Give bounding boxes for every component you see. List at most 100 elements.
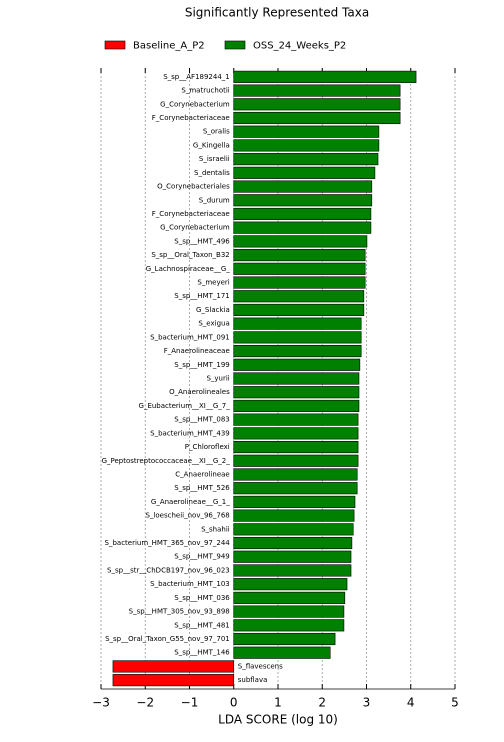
bar xyxy=(233,111,401,125)
x-tick-label: 4 xyxy=(407,696,415,710)
category-label: O_Corynebacteriales xyxy=(157,183,230,191)
category-label: S_sp__HMT_949 xyxy=(174,553,229,561)
category-label: C_Anaerolineae xyxy=(175,470,229,478)
bar xyxy=(233,262,366,275)
category-label: S_sp__Oral_Taxon_G55_nov_97_701 xyxy=(105,635,230,643)
bar xyxy=(233,536,353,550)
bar xyxy=(233,249,366,262)
x-tick-label: −2 xyxy=(136,696,154,710)
category-label: S_sp__HMT_526 xyxy=(174,484,230,492)
bar xyxy=(233,207,372,221)
category-label: S_sp__HMT_083 xyxy=(174,416,229,424)
category-label: S_flavescens xyxy=(238,662,283,670)
bar xyxy=(233,413,359,426)
category-label: G_Eubacterium__XI__G_7_ xyxy=(139,402,231,410)
category-label: G_Peptostreptococcaceae__XI__G_2_ xyxy=(102,457,231,465)
category-label: F_Corynebacteriaceae xyxy=(152,114,230,122)
bar xyxy=(233,427,359,440)
category-label: S_bacterium_HMT_439 xyxy=(150,429,230,437)
bar xyxy=(233,331,362,344)
bar xyxy=(233,619,345,632)
category-label: S_yurii xyxy=(206,375,229,383)
category-label: G_Kingella xyxy=(193,141,230,149)
bar xyxy=(233,139,380,152)
bar xyxy=(233,523,354,536)
bar xyxy=(233,591,346,604)
bar xyxy=(112,674,235,687)
category-label: S_bacterium_HMT_103 xyxy=(150,580,230,588)
legend-label: OSS_24_Weeks_P2 xyxy=(253,41,346,52)
x-axis-label: LDA SCORE (log 10) xyxy=(218,713,338,727)
category-label: S_bacterium_HMT_365_nov_97_244 xyxy=(105,539,231,547)
bar xyxy=(233,84,401,97)
category-label: G_Slackia xyxy=(196,306,230,314)
x-tick-label: −1 xyxy=(181,696,199,710)
bar xyxy=(233,399,360,412)
category-label: P_Chloroflexi xyxy=(185,443,230,451)
category-label: S_exigua xyxy=(198,320,229,328)
bar xyxy=(233,386,360,399)
bar xyxy=(233,98,401,111)
category-label: S_sp__HMT_496 xyxy=(174,237,230,245)
category-label: S_sp__HMT_305_nov_93_898 xyxy=(129,608,230,616)
category-label: S_matruchotii xyxy=(181,87,229,95)
category-label: O_Anaerolineales xyxy=(169,388,230,396)
bar xyxy=(233,509,355,522)
bar xyxy=(112,660,235,673)
category-label: S_israelii xyxy=(199,155,230,163)
category-label: S_shahii xyxy=(201,525,230,533)
category-label: G_Corynebacterium xyxy=(160,100,230,108)
x-tick-label: −3 xyxy=(92,696,110,710)
category-label: S_sp__HMT_146 xyxy=(174,649,230,657)
category-label: G_Anaerolineae__G_1_ xyxy=(151,498,230,506)
bar xyxy=(233,440,359,454)
x-tick-label: 3 xyxy=(363,696,371,710)
category-label: S_sp__HMT_481 xyxy=(174,621,229,629)
bar xyxy=(233,358,361,371)
bar xyxy=(233,605,345,618)
bar xyxy=(233,290,365,303)
bar xyxy=(233,317,362,330)
bar xyxy=(233,235,368,248)
bar xyxy=(233,276,366,289)
bar xyxy=(233,468,358,481)
bar xyxy=(233,372,360,385)
category-label: S_sp__HMT_199 xyxy=(174,361,229,369)
bar xyxy=(233,578,348,591)
category-label: S_loescheii_nov_96_768 xyxy=(146,512,230,520)
bar xyxy=(233,550,352,563)
bar xyxy=(233,632,336,646)
category-label: S_meyeri xyxy=(197,279,229,287)
category-label: S_oralis xyxy=(203,128,230,136)
x-tick-label: 0 xyxy=(230,696,238,710)
bar xyxy=(233,153,379,166)
x-tick-label: 2 xyxy=(318,696,326,710)
bar xyxy=(233,564,352,577)
legend-label: Baseline_A_P2 xyxy=(133,41,205,52)
bar xyxy=(233,166,376,179)
bar xyxy=(233,303,365,317)
category-label: F_Corynebacteriaceae xyxy=(152,210,230,218)
bar xyxy=(233,70,417,83)
bar xyxy=(233,345,362,358)
category-label: S_durum xyxy=(199,196,230,204)
bar xyxy=(233,454,359,467)
category-label: S_bacterium_HMT_091 xyxy=(150,333,230,341)
category-label: subflava xyxy=(238,676,268,684)
bar xyxy=(233,125,380,138)
category-label: F_Anaerolineaceae xyxy=(164,347,230,355)
bar xyxy=(233,194,373,207)
category-label: S_sp__str__ChDCB197_nov_96_023 xyxy=(107,566,230,574)
category-label: G_Corynebacterium xyxy=(160,224,230,232)
legend-swatch xyxy=(104,40,126,50)
category-label: S_sp__HMT_171 xyxy=(174,292,229,300)
bar xyxy=(233,482,358,495)
category-label: S_sp__HMT_036 xyxy=(174,594,230,602)
category-label: G_Lachnospiraceae__G_ xyxy=(146,265,230,273)
category-label: S_sp__Oral_Taxon_B32 xyxy=(151,251,229,259)
chart-title: Significantly Represented Taxa xyxy=(185,6,369,20)
bar xyxy=(233,221,372,234)
category-label: S_sp__AF189244_1 xyxy=(163,73,230,81)
x-tick-label: 5 xyxy=(451,696,459,710)
